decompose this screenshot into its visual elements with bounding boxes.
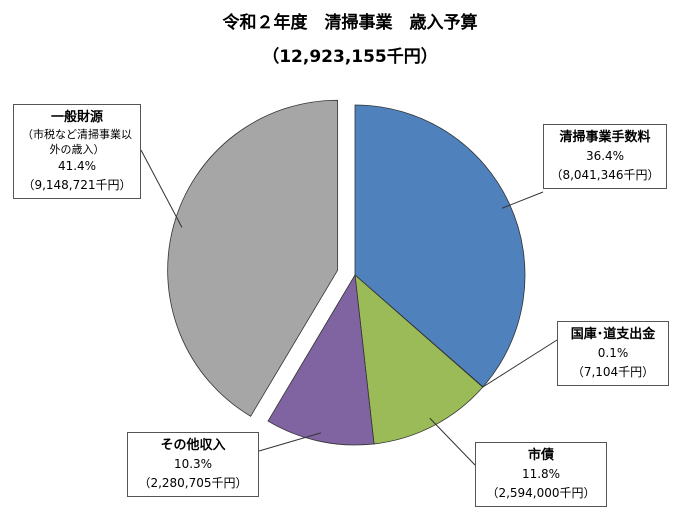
slice-amount-national-prefectural: （7,104千円）: [571, 365, 655, 379]
leader-line-other-revenue: [258, 432, 322, 452]
slice-amount-city-bonds: （2,594,000千円）: [486, 486, 596, 500]
chart-title: 令和２年度 清掃事業 歳入予算: [222, 13, 478, 33]
leader-line-cleaning-fees: [501, 191, 544, 209]
slice-percent-city-bonds: 11.8%: [521, 467, 561, 481]
slice-percent-national-prefectural: 0.1%: [597, 346, 629, 360]
slice-label-other-revenue: その他収入: [160, 438, 226, 453]
label-box-general-funds: 一般財源 （市税など清掃事業以外の歳入） 41.4% （9,148,721千円）: [13, 104, 141, 199]
slice-percent-cleaning-fees: 36.4%: [585, 149, 625, 163]
label-box-cleaning-fees: 清掃事業手数料 36.4% （8,041,346千円）: [543, 124, 667, 189]
pie-slice-other-revenue: [267, 273, 375, 446]
pie-slice-city-bonds: [354, 274, 484, 445]
slice-amount-other-revenue: （2,280,705千円）: [138, 476, 248, 490]
slice-label-national-prefectural: 国庫･道支出金: [570, 327, 656, 342]
slice-amount-general-funds: （9,148,721千円）: [22, 178, 132, 192]
chart-subtitle: （12,923,155千円）: [262, 47, 438, 67]
slice-note-general-funds: （市税など清掃事業以外の歳入）: [22, 128, 132, 156]
pie-slice-general-funds: [167, 99, 339, 417]
slice-amount-cleaning-fees: （8,041,346千円）: [550, 168, 660, 182]
label-box-national-prefectural: 国庫･道支出金 0.1% （7,104千円）: [557, 321, 669, 386]
slice-label-general-funds: 一般財源: [50, 110, 103, 125]
slice-percent-general-funds: 41.4%: [57, 159, 97, 173]
slice-percent-other-revenue: 10.3%: [173, 457, 213, 471]
label-box-city-bonds: 市債 11.8% （2,594,000千円）: [475, 442, 607, 507]
slice-label-cleaning-fees: 清掃事業手数料: [559, 130, 651, 145]
slice-label-city-bonds: 市債: [527, 448, 554, 463]
leader-line-national-prefectural: [482, 339, 558, 388]
leader-line-city-bonds: [429, 417, 476, 466]
label-box-other-revenue: その他収入 10.3% （2,280,705千円）: [127, 432, 259, 497]
leader-line-general-funds: [140, 149, 183, 228]
